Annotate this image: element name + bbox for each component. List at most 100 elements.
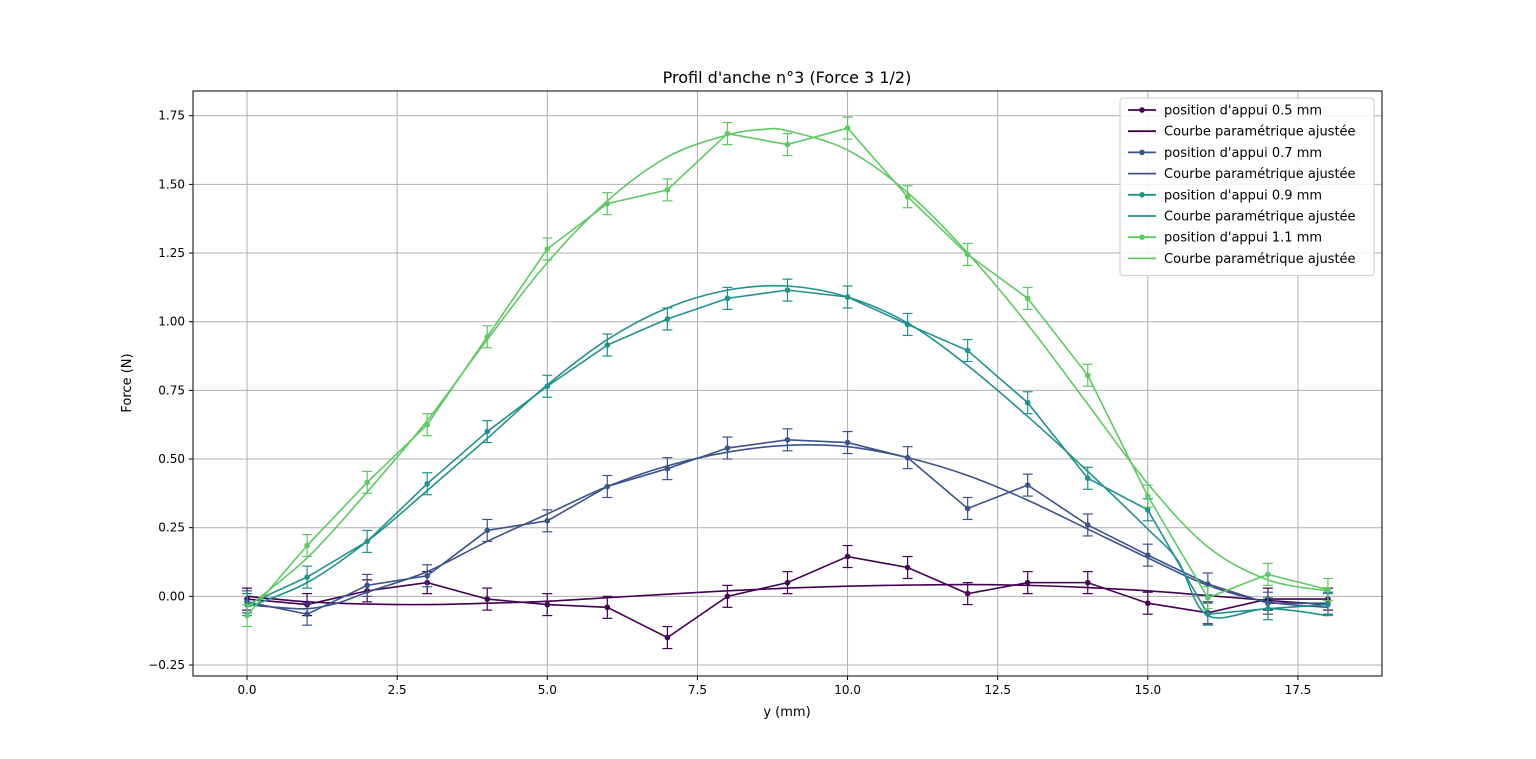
data-point [484, 428, 491, 435]
y-tick-label: 1.50 [158, 177, 185, 191]
data-point [1145, 600, 1151, 607]
y-tick-label: 0.00 [158, 589, 185, 603]
data-point [1205, 611, 1211, 618]
data-point [724, 593, 731, 600]
data-point [1145, 552, 1151, 558]
data-point [1325, 586, 1331, 593]
data-point [424, 480, 430, 487]
data-point [784, 141, 791, 148]
data-point [544, 246, 551, 252]
data-point [664, 187, 671, 193]
data-point [724, 130, 731, 137]
data-point [484, 596, 491, 602]
data-point [484, 334, 491, 340]
data-point [784, 579, 791, 586]
legend-label: position d'appui 0.9 mm [1164, 188, 1322, 203]
data-point [844, 125, 851, 131]
y-axis-label: Force (N) [120, 353, 135, 412]
data-point [964, 590, 971, 597]
y-tick-label: 1.00 [158, 315, 185, 329]
x-axis: 0.0 2.5 5.0 7.5 10.0 12.5 15.0 17.5 [237, 676, 1311, 697]
data-point [424, 421, 430, 428]
x-tick-label: 10.0 [834, 683, 861, 697]
data-point [304, 574, 310, 580]
data-point [844, 553, 851, 560]
x-tick-label: 12.5 [984, 683, 1011, 697]
data-point [364, 582, 370, 589]
data-point [1084, 372, 1091, 379]
series-3 [242, 116, 1333, 628]
y-tick-label: 1.25 [158, 246, 185, 260]
data-point [1265, 571, 1271, 578]
legend-label: position d'appui 0.5 mm [1164, 104, 1322, 119]
x-axis-label: y (mm) [763, 705, 810, 720]
legend-entry: Courbe paramétrique ajustée [1128, 210, 1356, 225]
series-2 [242, 278, 1333, 626]
data-point [964, 251, 971, 258]
legend-marker [1139, 107, 1145, 113]
x-tick-label: 5.0 [538, 683, 557, 697]
data-point [364, 538, 370, 545]
legend-box [1119, 97, 1375, 277]
data-point [1325, 601, 1331, 608]
chart-title: Profil d'anche n°3 (Force 3 1/2) [663, 68, 912, 87]
data-point [604, 604, 611, 611]
data-point [604, 483, 611, 490]
data-point [1205, 594, 1211, 601]
legend-marker [1139, 234, 1145, 240]
data-point [244, 612, 250, 619]
data-point [544, 601, 551, 608]
data-point [904, 454, 911, 461]
data-point [1084, 579, 1091, 586]
legend-label: Courbe paramétrique ajustée [1164, 210, 1356, 225]
x-tick-label: 2.5 [388, 683, 407, 697]
data-point [604, 342, 611, 348]
data-point [604, 200, 611, 207]
plot-frame [192, 90, 1383, 677]
legend-label: position d'appui 1.1 mm [1164, 231, 1322, 246]
data-point [1265, 605, 1271, 612]
data-point [724, 295, 731, 302]
legend-entry: position d'appui 0.9 mm [1128, 188, 1322, 203]
y-tick-label: 1.75 [158, 109, 185, 123]
data-point [904, 321, 911, 328]
data-point [784, 437, 791, 443]
series-layer [242, 116, 1333, 650]
legend-entry: position d'appui 0.7 mm [1128, 146, 1322, 161]
data-point [1205, 581, 1211, 587]
data-point [1084, 475, 1091, 482]
legend-marker [1139, 149, 1145, 156]
data-point [1145, 507, 1151, 513]
legend-entry: Courbe paramétrique ajustée [1128, 125, 1356, 140]
y-tick-label: 0.50 [158, 452, 185, 466]
data-point [424, 572, 430, 579]
data-point [904, 564, 911, 571]
legend: position d'appui 0.5 mm Courbe paramétriq… [1119, 97, 1375, 277]
x-tick-label: 0.0 [237, 683, 256, 697]
y-tick-label: 0.75 [158, 383, 185, 397]
data-point [304, 542, 310, 549]
legend-entry: position d'appui 0.5 mm [1128, 104, 1322, 119]
data-point [664, 316, 671, 322]
legend-entry: Courbe paramétrique ajustée [1128, 167, 1356, 182]
x-tick-label: 15.0 [1134, 683, 1161, 697]
data-point [784, 287, 791, 293]
data-point [844, 294, 851, 300]
data-point [304, 611, 310, 618]
legend-label: Courbe paramétrique ajustée [1164, 167, 1356, 182]
data-point [544, 518, 551, 524]
y-tick-label: −0.25 [148, 658, 185, 672]
data-point [1024, 579, 1031, 586]
data-point [1145, 493, 1151, 499]
y-axis: −0.25 0.00 0.25 0.50 0.75 1.00 1.25 1.50 1.75 [148, 109, 193, 672]
data-point [664, 634, 671, 641]
data-point [1024, 482, 1031, 488]
data-point [1024, 295, 1031, 302]
x-tick-label: 7.5 [688, 683, 707, 697]
series-1 [242, 428, 1333, 626]
y-tick-label: 0.25 [158, 521, 185, 535]
data-point [544, 383, 551, 390]
data-point [484, 527, 491, 534]
legend-entry: Courbe paramétrique ajustée [1128, 252, 1356, 267]
